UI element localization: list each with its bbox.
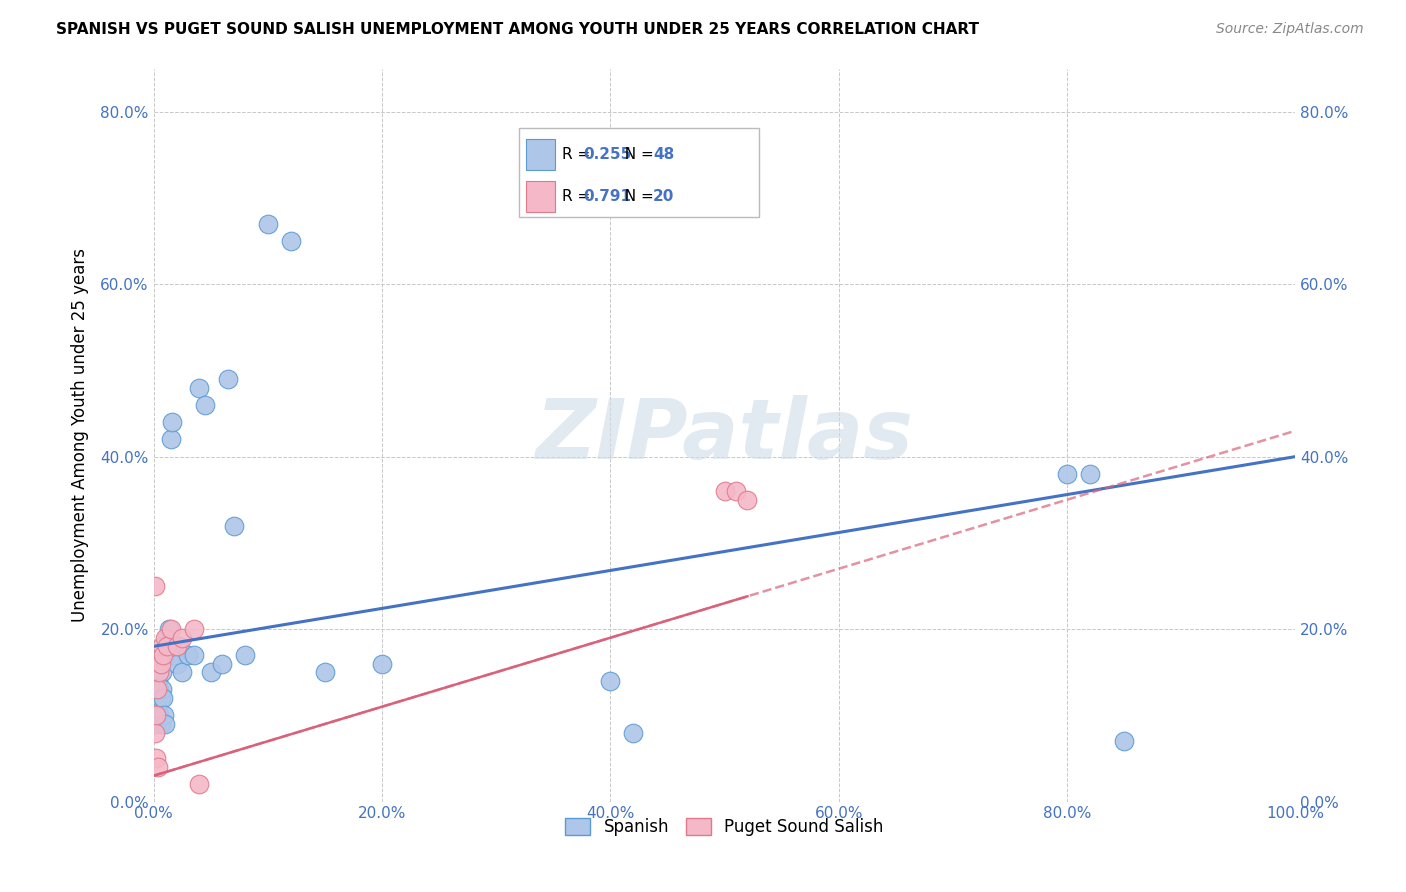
Point [148,760,170,774]
Point [724,484,747,499]
Point [166,657,188,671]
Point [148,708,170,723]
Point [159,640,181,654]
Point [149,657,172,671]
Point [149,717,172,731]
Text: R =: R = [562,146,595,161]
Text: 20: 20 [654,189,675,203]
Point [149,691,172,706]
Point [145,673,167,688]
Point [172,665,194,680]
Point [143,725,166,739]
Point [148,682,170,697]
Point [172,631,194,645]
Point [163,648,186,662]
Point [188,777,211,791]
Text: N =: N = [614,146,658,161]
Text: R =: R = [562,189,595,203]
Point [737,492,759,507]
Point [156,631,179,645]
Point [143,708,166,723]
Point [167,640,190,654]
Text: SPANISH VS PUGET SOUND SALISH UNEMPLOYMENT AMONG YOUTH UNDER 25 YEARS CORRELATIO: SPANISH VS PUGET SOUND SALISH UNEMPLOYME… [56,22,979,37]
Point [153,631,176,645]
Point [1114,734,1136,748]
Point [160,433,183,447]
Point [211,657,233,671]
Point [146,657,169,671]
Point [1056,467,1078,481]
Point [621,725,644,739]
Point [152,691,174,706]
Point [145,717,167,731]
Point [233,648,256,662]
Point [200,665,222,680]
Point [145,708,167,723]
Point [146,708,169,723]
Point [157,622,180,636]
Point [155,648,177,662]
Point [145,691,167,706]
Point [148,665,170,680]
Point [146,682,169,697]
Point [314,665,336,680]
Point [150,665,173,680]
Point [257,217,280,231]
Point [152,648,174,662]
Text: 48: 48 [654,146,675,161]
Point [166,640,188,654]
Y-axis label: Unemployment Among Youth under 25 years: Unemployment Among Youth under 25 years [72,248,89,622]
Point [194,398,217,412]
Point [183,622,205,636]
Point [145,751,167,765]
Point [222,518,245,533]
Point [183,648,205,662]
Point [150,682,173,697]
Point [160,415,183,429]
Point [160,622,183,636]
Point [150,640,173,654]
Point [217,372,239,386]
Text: ZIPatlas: ZIPatlas [536,394,914,475]
Point [153,717,176,731]
Point [143,579,166,593]
Point [146,699,169,714]
Point [371,657,394,671]
Text: Source: ZipAtlas.com: Source: ZipAtlas.com [1216,22,1364,37]
Text: N =: N = [614,189,658,203]
Text: 0.791: 0.791 [583,189,631,203]
Text: 0.255: 0.255 [583,146,631,161]
Point [713,484,735,499]
Point [148,691,170,706]
Point [143,682,166,697]
Legend: Spanish, Puget Sound Salish: Spanish, Puget Sound Salish [557,810,891,845]
Point [146,682,169,697]
Point [280,234,302,248]
Point [599,673,621,688]
Point [188,381,211,395]
Point [1078,467,1101,481]
Point [177,648,200,662]
Point [148,673,170,688]
Point [156,640,179,654]
Point [153,708,176,723]
